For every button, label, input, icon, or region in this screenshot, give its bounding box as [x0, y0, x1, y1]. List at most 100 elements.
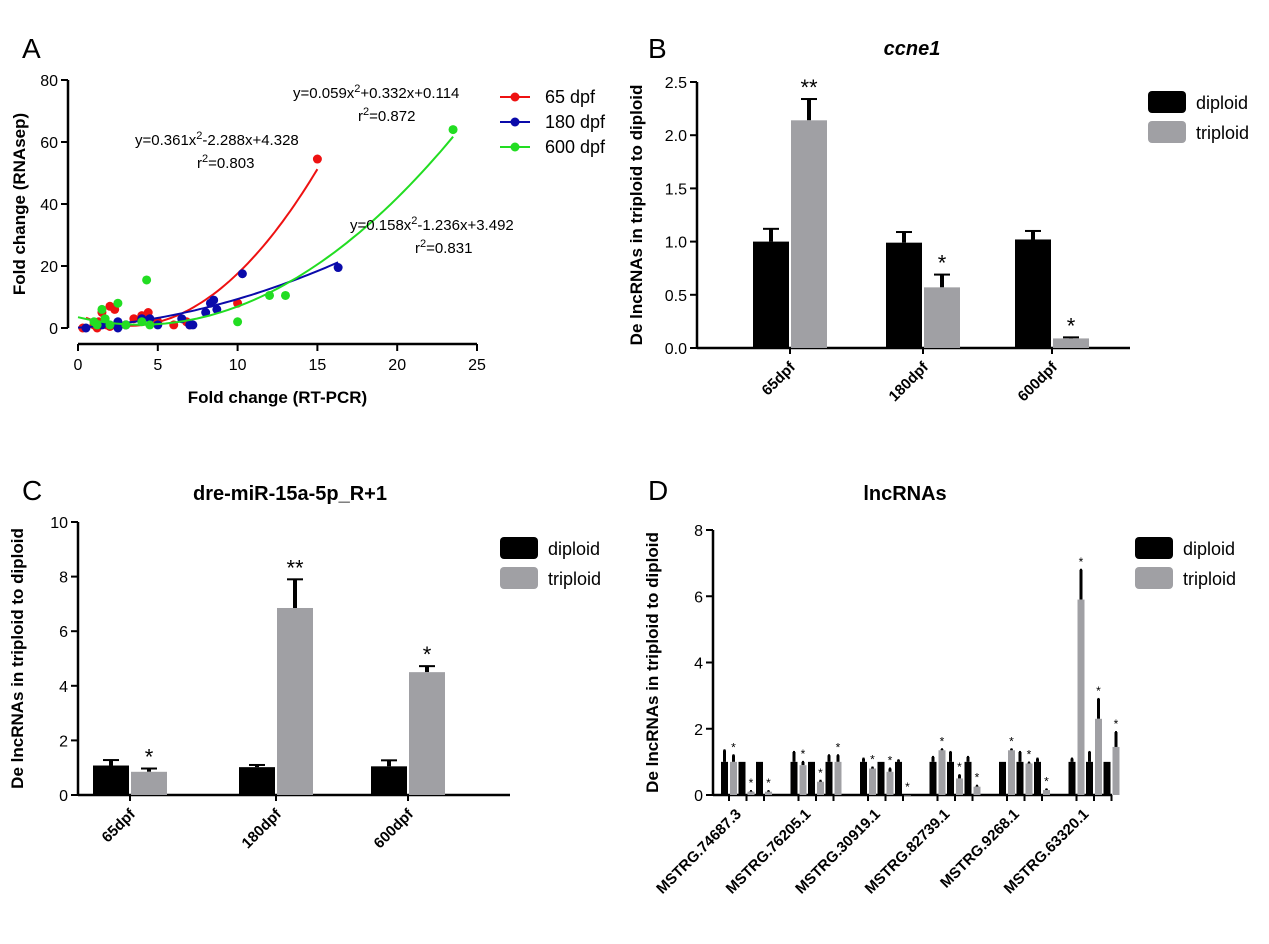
legend-swatch-triploid: [1148, 121, 1186, 143]
significance-mark: *: [836, 740, 841, 754]
bar-diploid: [756, 761, 763, 795]
r-symbol: r: [197, 155, 202, 172]
significance-mark: *: [888, 754, 893, 768]
data-point: [92, 320, 102, 330]
y-tick-label: 4: [59, 679, 68, 696]
r-symbol: r: [415, 240, 420, 257]
significance-mark: *: [818, 766, 823, 780]
bar-triploid: [1077, 599, 1085, 795]
panel-label-c: C: [22, 475, 42, 506]
bar-triploid: [904, 795, 911, 796]
bar-diploid: [1015, 239, 1051, 348]
significance-mark: *: [1079, 555, 1084, 569]
data-point: [333, 263, 343, 273]
legend-marker: [510, 117, 520, 127]
r-value: =0.831: [426, 240, 472, 257]
significance-mark: *: [940, 734, 945, 748]
y-tick-label: 0.0: [665, 341, 687, 358]
bar-triploid: [834, 761, 842, 795]
bar-diploid: [93, 765, 129, 795]
bar-diploid: [964, 761, 972, 795]
panel-a-scatter: 0 5 10 15 20 25 0 20 40 60 80 Fold change (RT-PCR) F…: [10, 73, 606, 407]
x-tick-label: 65dpf: [99, 805, 140, 846]
y-tick-label: 4: [694, 656, 703, 673]
y-tick-label: 20: [40, 259, 58, 276]
y-tick-label: 6: [59, 624, 68, 641]
bar-diploid: [825, 761, 833, 795]
data-point: [100, 314, 110, 324]
y-axis-label: De lncRNAs in triploid to diploid: [627, 85, 646, 346]
r-symbol: r: [358, 108, 363, 125]
bar-diploid: [877, 761, 885, 795]
y-tick-label: 6: [694, 589, 703, 606]
panel-c-bar-chart: dre-miR-15a-5p_R+1 0 2 4 6 8 10 De lncRNAs in t…: [8, 483, 601, 852]
y-tick-label: 2: [694, 722, 703, 739]
data-point: [137, 317, 147, 327]
legend-marker: [510, 142, 520, 152]
x-axis-label: Fold change (RT-PCR): [188, 388, 367, 407]
bar-diploid: [738, 761, 746, 795]
bar-triploid: [886, 771, 894, 795]
panel-d-bar-chart: lncRNAs 0 2 4 6 8 De lncRNAs in triploid to di…: [643, 483, 1236, 897]
significance-mark: *: [957, 760, 962, 774]
y-tick-label: 80: [40, 73, 58, 90]
superscript: 2: [202, 153, 208, 165]
significance-mark: **: [286, 555, 304, 580]
x-tick-label: 25: [468, 357, 486, 374]
significance-mark: *: [1044, 774, 1049, 788]
y-tick-label: 2.5: [665, 75, 687, 92]
y-tick-label: 40: [40, 197, 58, 214]
fit-equation: y=0.158x2-1.236x+3.492: [350, 215, 514, 234]
data-point: [212, 304, 222, 314]
significance-mark: *: [766, 776, 771, 790]
x-tick-label: 180dpf: [886, 358, 933, 405]
bar-diploid: [1086, 761, 1093, 795]
x-tick-label: 5: [153, 357, 162, 374]
legend-label: triploid: [1183, 569, 1236, 589]
y-axis-label: Fold change (RNAsep): [10, 113, 29, 295]
data-point: [121, 320, 131, 330]
y-tick-label: 8: [59, 570, 68, 587]
x-tick-label: 600dpf: [1015, 358, 1062, 405]
significance-mark: *: [801, 747, 806, 761]
bar-triploid: [277, 607, 313, 795]
bar-diploid: [790, 761, 798, 795]
bar-diploid: [1034, 761, 1041, 795]
y-tick-label: 0: [49, 321, 58, 338]
legend-label: triploid: [548, 569, 601, 589]
r-squared: r2=0.831: [415, 238, 472, 257]
data-point: [142, 275, 152, 285]
y-axis-label: De lncRNAs in triploid to diploid: [8, 528, 27, 789]
fit-equation: y=0.361x2-2.288x+4.328: [135, 130, 299, 149]
panel-label-b: B: [648, 33, 667, 64]
legend-swatch-diploid: [1135, 537, 1173, 559]
data-point: [237, 269, 247, 279]
bar-triploid: [938, 750, 946, 795]
superscript: 2: [354, 83, 360, 95]
significance-mark: *: [1027, 748, 1032, 762]
bar-triploid: [409, 672, 445, 795]
data-point: [105, 320, 115, 330]
significance-mark: *: [1009, 734, 1014, 748]
legend-label: diploid: [1183, 539, 1235, 559]
bar-triploid: [1095, 718, 1102, 795]
y-tick-label: 0.5: [665, 288, 687, 305]
y-tick-label: 0: [59, 788, 68, 805]
y-tick-label: 60: [40, 135, 58, 152]
bar-diploid: [999, 761, 1006, 795]
bar-triploid: [1008, 750, 1015, 795]
bar-triploid: [747, 791, 755, 795]
chart-title: dre-miR-15a-5p_R+1: [193, 483, 387, 505]
bar-diploid: [860, 761, 867, 795]
superscript: 2: [196, 130, 202, 142]
bar-triploid: [924, 287, 960, 348]
data-point: [145, 314, 155, 324]
r-squared: r2=0.872: [358, 106, 415, 125]
data-point: [201, 308, 211, 317]
significance-mark: *: [1096, 684, 1101, 698]
y-tick-label: 2: [59, 733, 68, 750]
equation-part: y=0.361x: [135, 132, 197, 149]
r-value: =0.803: [208, 155, 254, 172]
bar-diploid: [886, 242, 922, 348]
